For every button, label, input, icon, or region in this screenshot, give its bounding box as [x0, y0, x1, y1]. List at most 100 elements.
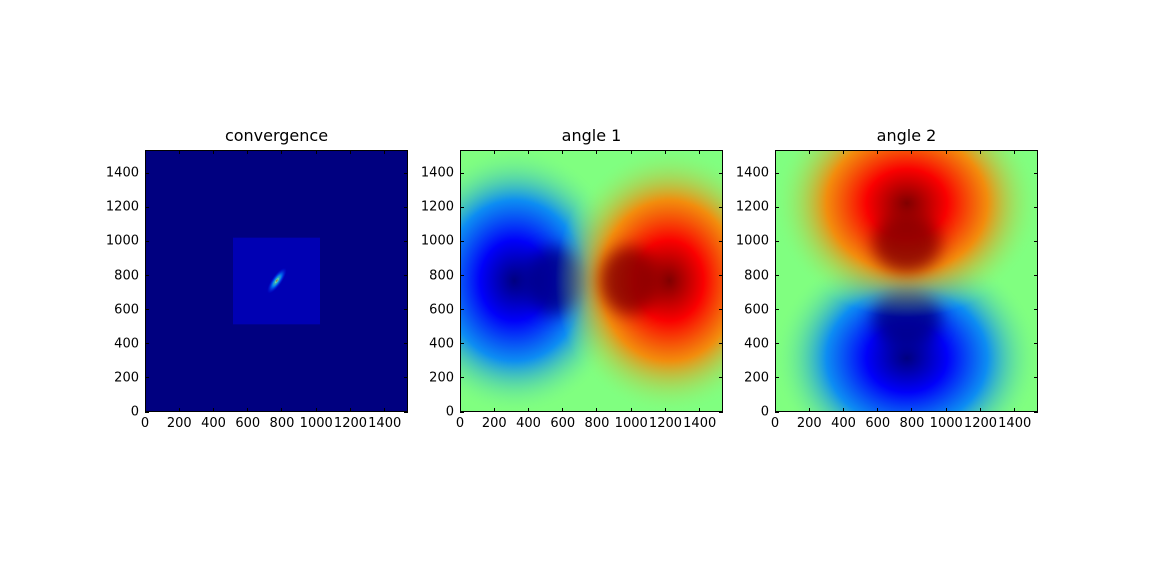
y-tick-mark	[404, 275, 408, 277]
chart-title: angle 1	[561, 126, 622, 145]
y-tick-mark	[1034, 206, 1038, 208]
y-tick-mark	[719, 275, 723, 277]
x-tick-mark	[808, 150, 810, 154]
y-tick-mark	[460, 206, 464, 208]
y-tick-mark	[719, 343, 723, 345]
y-tick-mark	[460, 172, 464, 174]
x-tick-label: 600	[865, 416, 891, 431]
x-tick-label: 0	[140, 416, 150, 431]
y-tick-mark	[775, 309, 779, 311]
x-tick-label: 1000	[614, 416, 648, 431]
y-tick-mark	[404, 309, 408, 311]
chart-title: angle 2	[876, 126, 937, 145]
y-tick-mark	[145, 240, 149, 242]
lobe-positive-core	[873, 213, 941, 273]
y-tick-mark	[1034, 275, 1038, 277]
x-tick-label: 200	[166, 416, 192, 431]
x-tick-mark	[596, 408, 598, 412]
x-tick-label: 1200	[333, 416, 368, 431]
lobe-positive-core	[599, 246, 660, 315]
x-tick-mark	[212, 150, 214, 154]
heatmap-image	[146, 151, 407, 411]
y-tick-mark	[404, 377, 408, 379]
y-tick-mark	[404, 343, 408, 345]
y-tick-mark	[404, 411, 408, 413]
x-tick-mark	[1014, 408, 1016, 412]
y-tick-mark	[460, 343, 464, 345]
x-tick-mark	[562, 150, 564, 154]
y-tick-mark	[719, 309, 723, 311]
x-tick-mark	[911, 408, 913, 412]
x-tick-mark	[144, 408, 146, 412]
x-tick-mark	[493, 150, 495, 154]
y-tick-label: 1400	[735, 165, 769, 181]
x-tick-mark	[562, 408, 564, 412]
y-tick-mark	[145, 275, 149, 277]
x-tick-mark	[1014, 150, 1016, 154]
y-tick-label: 600	[114, 302, 139, 318]
y-tick-mark	[145, 172, 149, 174]
y-tick-mark	[719, 377, 723, 379]
x-tick-label: 1400	[998, 416, 1032, 431]
chart-convergence: convergence 0 200 400 600 800 1000 1200 1400 0 20…	[106, 126, 408, 430]
y-tick-mark	[1034, 172, 1038, 174]
x-tick-mark	[349, 150, 351, 154]
y-tick-mark	[719, 206, 723, 208]
x-tick-mark	[808, 408, 810, 412]
x-tick-mark	[315, 150, 317, 154]
x-tick-mark	[945, 150, 947, 154]
y-tick-label: 600	[744, 302, 769, 318]
x-tick-label: 400	[831, 416, 856, 431]
y-tick-mark	[460, 411, 464, 413]
x-tick-mark	[527, 150, 529, 154]
x-tick-mark	[144, 150, 146, 154]
y-tick-label: 1200	[735, 199, 769, 215]
y-tick-label: 400	[744, 336, 769, 352]
x-tick-mark	[212, 408, 214, 412]
y-tick-mark	[460, 309, 464, 311]
x-tick-label: 800	[584, 416, 610, 431]
x-tick-mark	[774, 408, 776, 412]
y-tick-mark	[719, 172, 723, 174]
y-tick-mark	[1034, 411, 1038, 413]
y-tick-label: 200	[744, 370, 769, 386]
y-tick-label: 0	[760, 404, 769, 420]
y-tick-label: 1000	[735, 233, 769, 249]
y-tick-mark	[1034, 377, 1038, 379]
x-tick-mark	[247, 408, 249, 412]
heatmap-image	[461, 151, 722, 411]
y-tick-label: 800	[744, 268, 769, 284]
x-tick-mark	[842, 408, 844, 412]
y-tick-label: 800	[114, 268, 139, 284]
chart-angle-2: angle 2 0 200 400 600 800 1000 1200 1400 0 200 400…	[736, 126, 1038, 430]
x-tick-label: 200	[796, 416, 822, 431]
y-tick-label: 1000	[420, 233, 454, 249]
x-tick-mark	[699, 150, 701, 154]
chart-title: convergence	[224, 126, 329, 145]
x-tick-label: 600	[550, 416, 576, 431]
x-tick-label: 1000	[299, 416, 333, 431]
x-tick-label: 400	[516, 416, 541, 431]
x-tick-mark	[178, 150, 180, 154]
x-tick-mark	[945, 408, 947, 412]
x-tick-label: 400	[201, 416, 226, 431]
x-tick-label: 0	[455, 416, 465, 431]
x-tick-mark	[596, 150, 598, 154]
x-tick-label: 800	[269, 416, 295, 431]
y-tick-mark	[719, 411, 723, 413]
x-tick-mark	[630, 150, 632, 154]
plot-area	[775, 150, 1038, 412]
x-tick-mark	[493, 408, 495, 412]
y-tick-label: 0	[130, 404, 139, 420]
x-tick-mark	[459, 408, 461, 412]
y-tick-label: 600	[429, 302, 454, 318]
x-tick-mark	[979, 408, 981, 412]
x-tick-label: 1200	[963, 416, 998, 431]
y-tick-label: 200	[429, 370, 454, 386]
y-tick-mark	[460, 275, 464, 277]
y-tick-mark	[719, 240, 723, 242]
x-tick-mark	[281, 408, 283, 412]
y-tick-mark	[404, 172, 408, 174]
x-tick-label: 1200	[648, 416, 683, 431]
y-tick-mark	[775, 240, 779, 242]
